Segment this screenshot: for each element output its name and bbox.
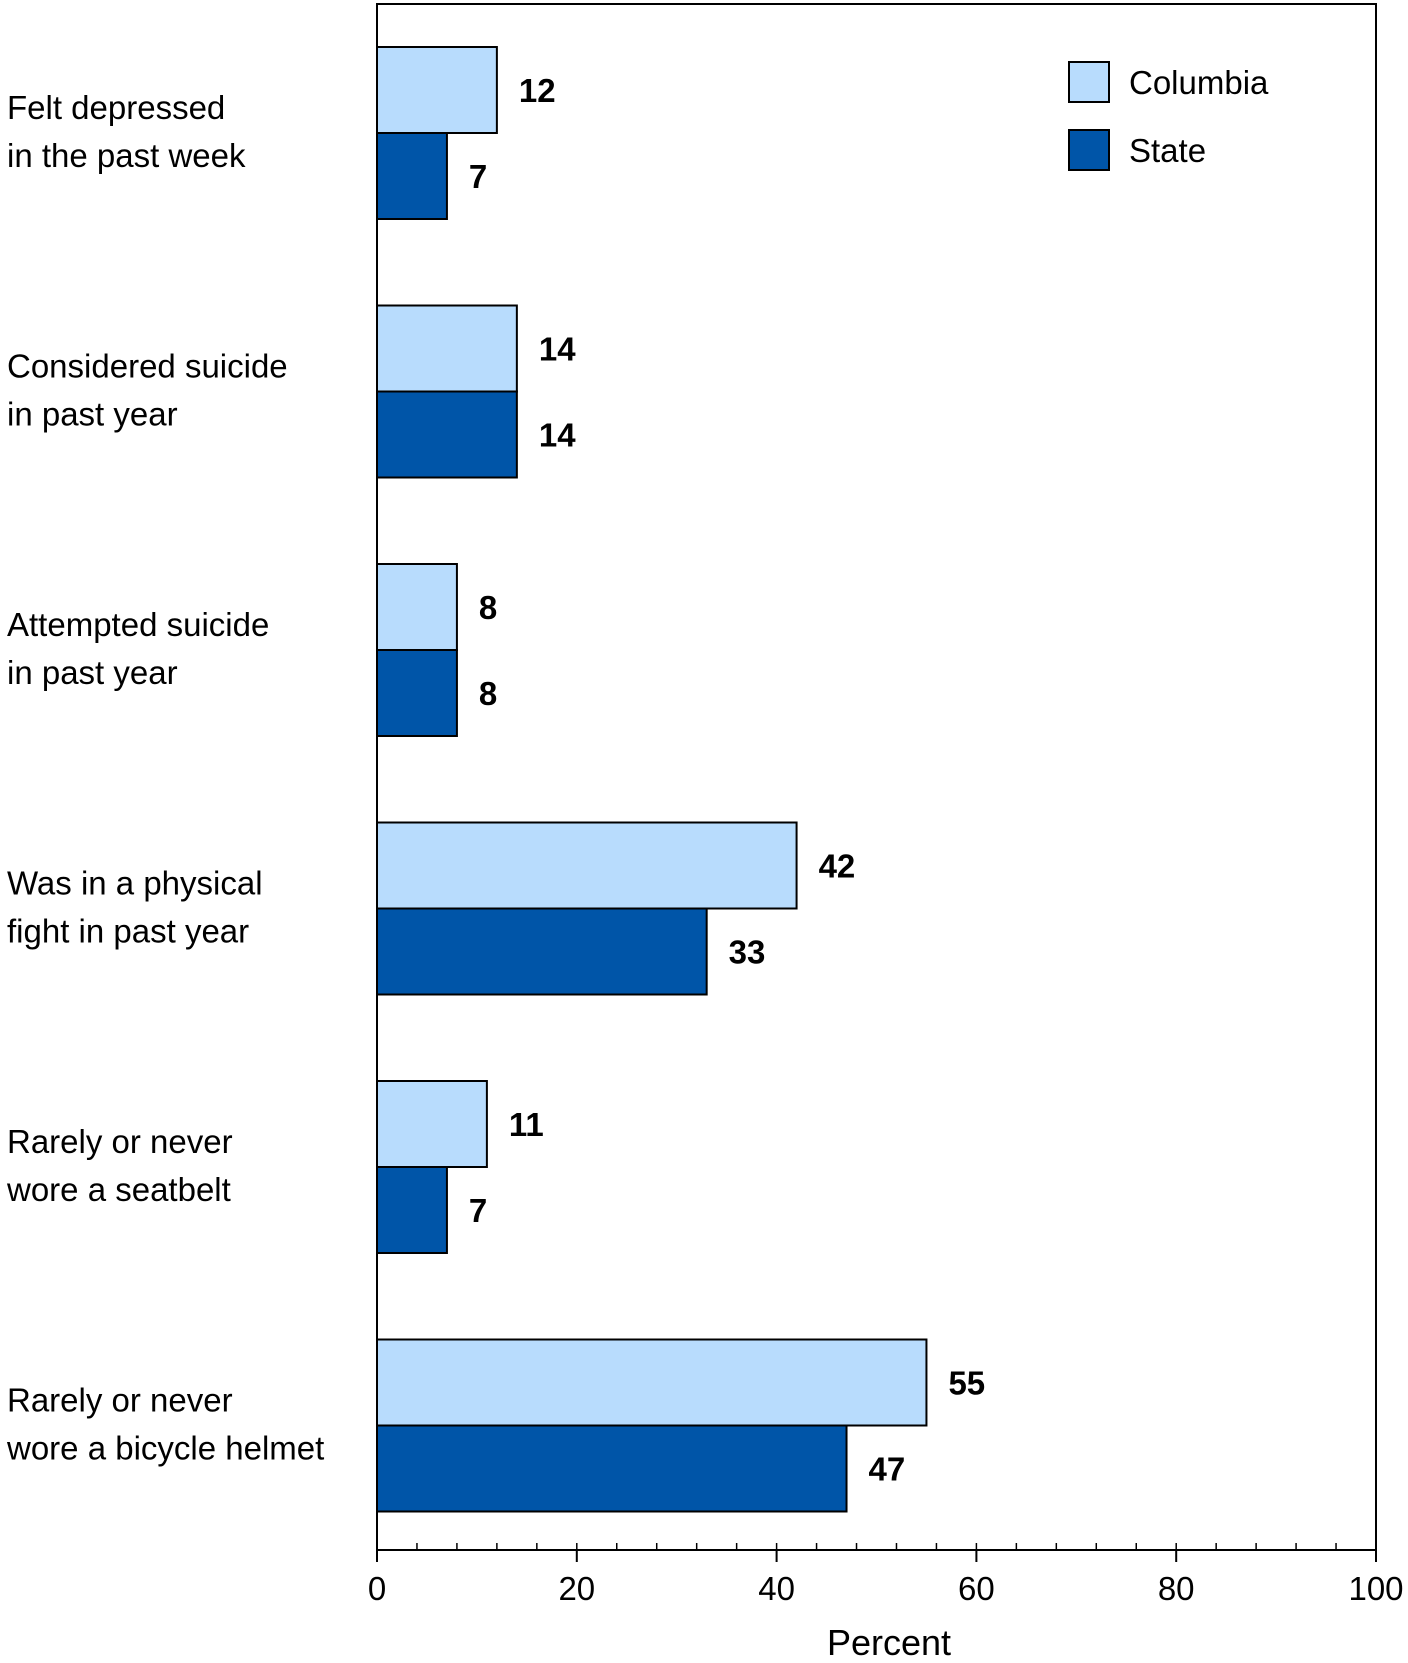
category-label-5: Rarely or never wore a bicycle helmet <box>6 1382 324 1467</box>
value-label-state-5: 47 <box>869 1451 906 1488</box>
value-label-state-0: 7 <box>469 158 487 195</box>
value-label-state-4: 7 <box>469 1192 487 1229</box>
bar-state-1 <box>376 390 518 479</box>
category-label-1: Considered suicide in past year <box>7 348 288 433</box>
plot-frame <box>376 3 1377 1551</box>
legend: Columbia State <box>1068 61 1269 171</box>
labels-layer: 12 7 Felt depressed in the past week 14 14 Con… <box>6 72 985 1488</box>
value-label-columbia-1: 14 <box>539 331 576 368</box>
value-label-columbia-0: 12 <box>519 72 556 109</box>
x-tick-label-80: 80 <box>1158 1570 1195 1607</box>
category-label-2: Attempted suicide in past year <box>7 606 269 691</box>
x-tick-label-60: 60 <box>958 1570 995 1607</box>
legend-swatch-columbia <box>1068 61 1110 103</box>
bar-columbia-5 <box>376 1338 928 1427</box>
x-axis: 0 20 40 60 80 100 <box>368 1543 1404 1607</box>
bar-state-2 <box>376 649 458 737</box>
legend-label-state: State <box>1129 132 1206 169</box>
bar-state-3 <box>376 907 708 996</box>
value-label-state-1: 14 <box>539 417 576 454</box>
value-label-columbia-4: 11 <box>509 1106 544 1143</box>
value-label-state-2: 8 <box>479 675 497 712</box>
x-tick-label-100: 100 <box>1348 1570 1403 1607</box>
x-tick-label-40: 40 <box>758 1570 795 1607</box>
bar-state-4 <box>376 1166 448 1254</box>
bar-columbia-3 <box>376 821 798 910</box>
category-label-3: Was in a physical fight in past year <box>7 865 263 950</box>
bar-columbia-0 <box>376 46 498 134</box>
value-label-columbia-2: 8 <box>479 589 497 626</box>
value-label-state-3: 33 <box>729 934 766 971</box>
value-label-columbia-5: 55 <box>948 1365 985 1402</box>
category-label-0: Felt depressed in the past week <box>7 89 246 174</box>
value-label-columbia-3: 42 <box>819 848 856 885</box>
bars-layer <box>376 46 928 1513</box>
bar-columbia-2 <box>376 563 458 651</box>
x-axis-title: Percent <box>827 1622 951 1663</box>
bar-columbia-1 <box>376 304 518 393</box>
category-label-4: Rarely or never wore a seatbelt <box>6 1123 233 1208</box>
legend-swatch-state <box>1068 129 1110 171</box>
bar-state-5 <box>376 1424 848 1513</box>
x-tick-label-20: 20 <box>558 1570 595 1607</box>
legend-label-columbia: Columbia <box>1129 64 1269 101</box>
bar-state-0 <box>376 132 448 220</box>
x-tick-label-0: 0 <box>368 1570 386 1607</box>
bar-columbia-4 <box>376 1080 488 1168</box>
